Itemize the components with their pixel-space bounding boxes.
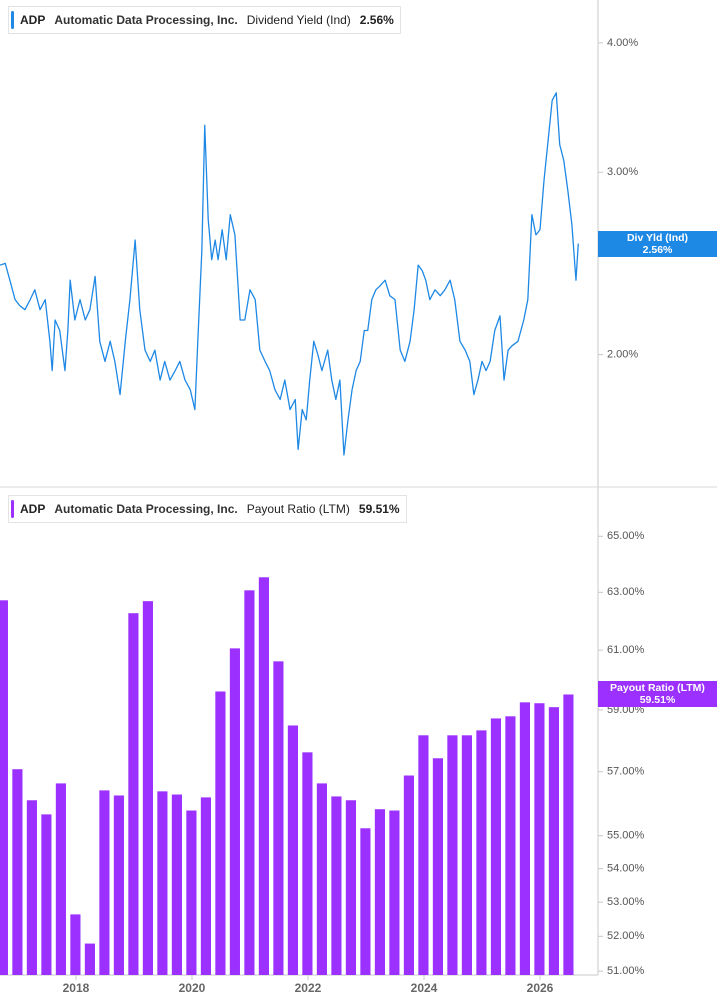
bar xyxy=(41,814,52,975)
header-marker xyxy=(11,500,14,518)
bar xyxy=(142,601,153,975)
badge-label: Div Yld (Ind) xyxy=(626,231,689,244)
y-tick-label: 2.00% xyxy=(607,349,638,361)
metric: Payout Ratio (LTM) xyxy=(246,502,350,516)
badge-label: Payout Ratio (LTM) xyxy=(610,682,705,695)
bar xyxy=(128,613,139,975)
bar xyxy=(12,769,23,975)
bar xyxy=(461,735,472,975)
bar xyxy=(490,718,501,975)
bar xyxy=(534,703,545,975)
bar xyxy=(157,791,168,975)
bar xyxy=(389,810,400,975)
bar xyxy=(374,809,385,975)
line xyxy=(0,92,579,456)
badge-value: 59.51% xyxy=(639,694,676,707)
x-tick-label: 2020 xyxy=(179,981,206,995)
company: Automatic Data Processing, Inc. xyxy=(54,13,238,27)
company: Automatic Data Processing, Inc. xyxy=(54,502,238,516)
bar xyxy=(331,796,342,975)
panel-header: ADP Automatic Data Processing, Inc. Payo… xyxy=(8,495,407,523)
bar xyxy=(519,702,530,975)
last-value-badge: Payout Ratio (LTM) 59.51% xyxy=(598,681,717,708)
metric: Dividend Yield (Ind) xyxy=(246,13,351,27)
bar xyxy=(171,794,182,975)
metric-value: 59.51% xyxy=(358,502,400,516)
bar xyxy=(113,795,124,975)
last-value-badge: Div Yld (Ind) 2.56% xyxy=(598,230,717,257)
y-tick-label: 61.00% xyxy=(607,644,645,656)
y-tick-label: 54.00% xyxy=(607,863,645,875)
header-marker xyxy=(11,11,14,29)
bar xyxy=(26,800,37,975)
ticker: ADP xyxy=(20,502,46,516)
bar xyxy=(70,914,81,975)
y-tick-label: 3.00% xyxy=(607,166,638,178)
bar xyxy=(273,661,284,975)
bar xyxy=(316,783,327,975)
bar xyxy=(505,716,516,975)
badge-value: 2.56% xyxy=(642,243,673,256)
panel-header: ADP Automatic Data Processing, Inc. Divi… xyxy=(8,6,401,34)
bar xyxy=(476,730,487,975)
bar xyxy=(403,775,414,975)
bar xyxy=(186,810,197,975)
bar xyxy=(200,797,211,975)
y-tick-label: 52.00% xyxy=(607,930,645,942)
bar xyxy=(432,758,443,975)
y-tick-label: 55.00% xyxy=(607,830,645,842)
bar xyxy=(345,800,356,975)
bar xyxy=(360,828,371,975)
bar xyxy=(563,694,574,975)
bar xyxy=(84,943,95,975)
bar xyxy=(447,735,458,975)
metric-value: 2.56% xyxy=(359,13,394,27)
bar xyxy=(258,577,269,975)
bar xyxy=(229,648,240,975)
x-tick-label: 2024 xyxy=(411,981,438,995)
y-tick-label: 53.00% xyxy=(607,896,645,908)
y-tick-label: 65.00% xyxy=(607,530,645,542)
y-tick-label: 57.00% xyxy=(607,766,645,778)
y-tick-label: 4.00% xyxy=(607,37,638,49)
y-tick-label: 63.00% xyxy=(607,586,645,598)
bar xyxy=(244,590,255,975)
y-tick-label: 51.00% xyxy=(607,965,645,977)
bar xyxy=(302,752,313,975)
bar xyxy=(418,735,429,975)
x-tick-label: 2022 xyxy=(295,981,322,995)
bar xyxy=(548,707,559,975)
bar xyxy=(287,725,298,975)
x-tick-label: 2026 xyxy=(527,981,554,995)
ticker: ADP xyxy=(20,13,46,27)
x-tick-label: 2018 xyxy=(63,981,90,995)
bar xyxy=(215,691,226,975)
bar xyxy=(0,600,8,975)
bar xyxy=(99,790,110,975)
bar xyxy=(55,783,66,975)
